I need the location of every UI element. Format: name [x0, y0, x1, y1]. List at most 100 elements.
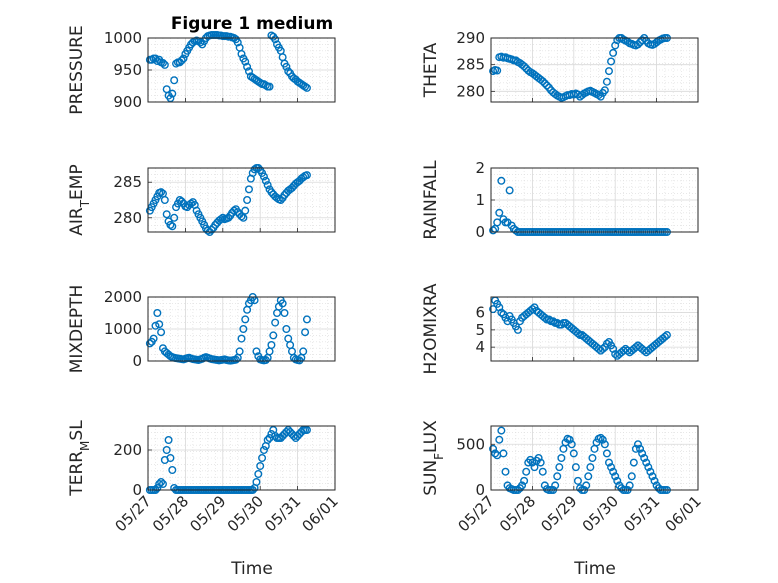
panel-7-data-point [633, 440, 642, 449]
panel-5-data-point [497, 308, 506, 317]
panel-7-data-point [520, 476, 529, 485]
panel-7-data-point [586, 463, 595, 472]
panel-5-data-point [528, 305, 537, 314]
panel-6-data-point [252, 478, 261, 487]
panel-4-y-tick-label: 1000 [104, 320, 142, 338]
panel-0-data-point [237, 50, 246, 59]
panel-2-data-point [207, 225, 216, 234]
panel-0-data-point [261, 81, 270, 90]
panel-4-data-point [261, 356, 270, 365]
panel-6-data-point [155, 480, 164, 489]
panel-5-data-point [662, 331, 671, 340]
panel-7-data-point [573, 476, 582, 485]
panel-2-y-tick-label: 280 [113, 209, 142, 227]
x-axis-label-left: Time [230, 559, 273, 579]
panel-1-data-point [594, 91, 603, 100]
panel-7-data-point [588, 454, 597, 463]
panel-7-data-point [528, 458, 537, 467]
panel-4-data-points [145, 293, 311, 365]
panel-0-y-tick-label: 950 [113, 61, 142, 79]
panel-7-x-tick-label: 06/01 [662, 492, 705, 535]
x-axis-label-right: Time [573, 559, 616, 579]
panel-4-data-point [237, 334, 246, 343]
panel-7-x-tick-label: 05/30 [579, 492, 622, 535]
panel-1-data-point [602, 77, 611, 86]
panel-2-data-points [145, 163, 311, 236]
panel-4-data-point [271, 318, 280, 327]
panel-7-data-point [553, 472, 562, 481]
panel-2-data-point [218, 213, 227, 222]
panel-0-data-point [284, 67, 293, 76]
panel-7-data-point [629, 458, 638, 467]
panel-6-x-tick-label: 05/28 [149, 492, 192, 535]
panel-4-data-point [155, 320, 164, 329]
panel-3: 0 1 2 RAINFALL [421, 159, 699, 241]
panel-6-data-point [162, 446, 171, 455]
panel-7-data-point [571, 463, 580, 472]
panel-7-data-point [538, 467, 547, 476]
panel-0-data-point [282, 62, 291, 71]
panel-4-data-point [235, 347, 244, 356]
panel-7-data-point [491, 449, 500, 458]
panel-2-data-point [302, 171, 311, 180]
panel-7-data-point [650, 476, 659, 485]
panel-4-axes-border [147, 296, 336, 362]
panel-4-data-point [280, 309, 289, 318]
panel-4-data-point [239, 325, 248, 334]
panel-0-data-point [233, 38, 242, 47]
panel-3-data-point [489, 226, 498, 235]
panel-0: 900 950 1000 PRESSURE [67, 25, 336, 115]
panel-7-data-point [644, 463, 653, 472]
panel-5-y-axis-label: H2OMIXRA [421, 283, 441, 374]
panel-3-data-point [505, 186, 514, 195]
panel-0-data-point [177, 56, 186, 65]
panel-3-data-point [493, 218, 502, 227]
panel-0-data-point [168, 89, 177, 98]
panel-1-data-point [604, 67, 613, 76]
panel-2-y-axis-label: AIRTEMP [67, 164, 92, 235]
panel-1-data-point [520, 62, 529, 71]
panel-2-data-point [224, 213, 233, 222]
panel-7-x-tick-label: 05/28 [496, 492, 539, 535]
panel-6-x-tick-label: 06/01 [299, 492, 342, 535]
panel-4: 0 1000 2000 MIXDEPTH [67, 285, 336, 373]
panel-7: 050005/2705/2805/2905/3005/3106/01SUNFLU… [421, 420, 705, 536]
panel-2-data-point [263, 181, 272, 190]
panel-0-y-tick-label: 1000 [104, 29, 142, 47]
panel-6-x-tick-label: 05/30 [224, 492, 267, 535]
panel-2-data-point [241, 206, 250, 215]
panel-2-data-point [170, 213, 179, 222]
panel-7-data-point [567, 440, 576, 449]
panel-2-data-point [259, 172, 268, 181]
panel-0-data-point [179, 54, 188, 63]
panel-2-data-point [230, 206, 239, 215]
panel-7-data-point [499, 449, 508, 458]
panel-7-data-point [611, 472, 620, 481]
panel-7-data-point [495, 435, 504, 444]
panel-2-data-point [157, 188, 166, 197]
panel-3-data-point [497, 176, 506, 185]
panel-0-data-point [170, 76, 179, 85]
panel-4-y-tick-label: 0 [132, 352, 142, 370]
panel-3-y-tick-label: 0 [475, 223, 485, 241]
panel-6-data-point [258, 454, 267, 463]
panel-0-data-point [301, 82, 310, 91]
panel-7-data-point [609, 467, 618, 476]
panel-7-data-point [631, 444, 640, 453]
panel-6-y-tick-label: 200 [113, 441, 142, 459]
panel-3-y-axis-label: RAINFALL [421, 160, 441, 240]
panel-3-y-tick-label: 2 [475, 159, 485, 177]
panel-0-data-point [244, 67, 253, 76]
panel-7-data-point [565, 435, 574, 444]
panel-6-axes-border [147, 425, 336, 491]
panel-4-data-point [149, 334, 158, 343]
panel-5-data-point [513, 325, 522, 334]
panel-7-y-tick-label: 0 [475, 481, 485, 499]
panel-0-data-point [265, 82, 274, 91]
panel-2-data-point [162, 210, 171, 219]
panel-7-data-point [602, 449, 611, 458]
panel-5-data-point [544, 315, 553, 324]
panel-5-data-point [573, 329, 582, 338]
panel-2-data-point [177, 197, 186, 206]
